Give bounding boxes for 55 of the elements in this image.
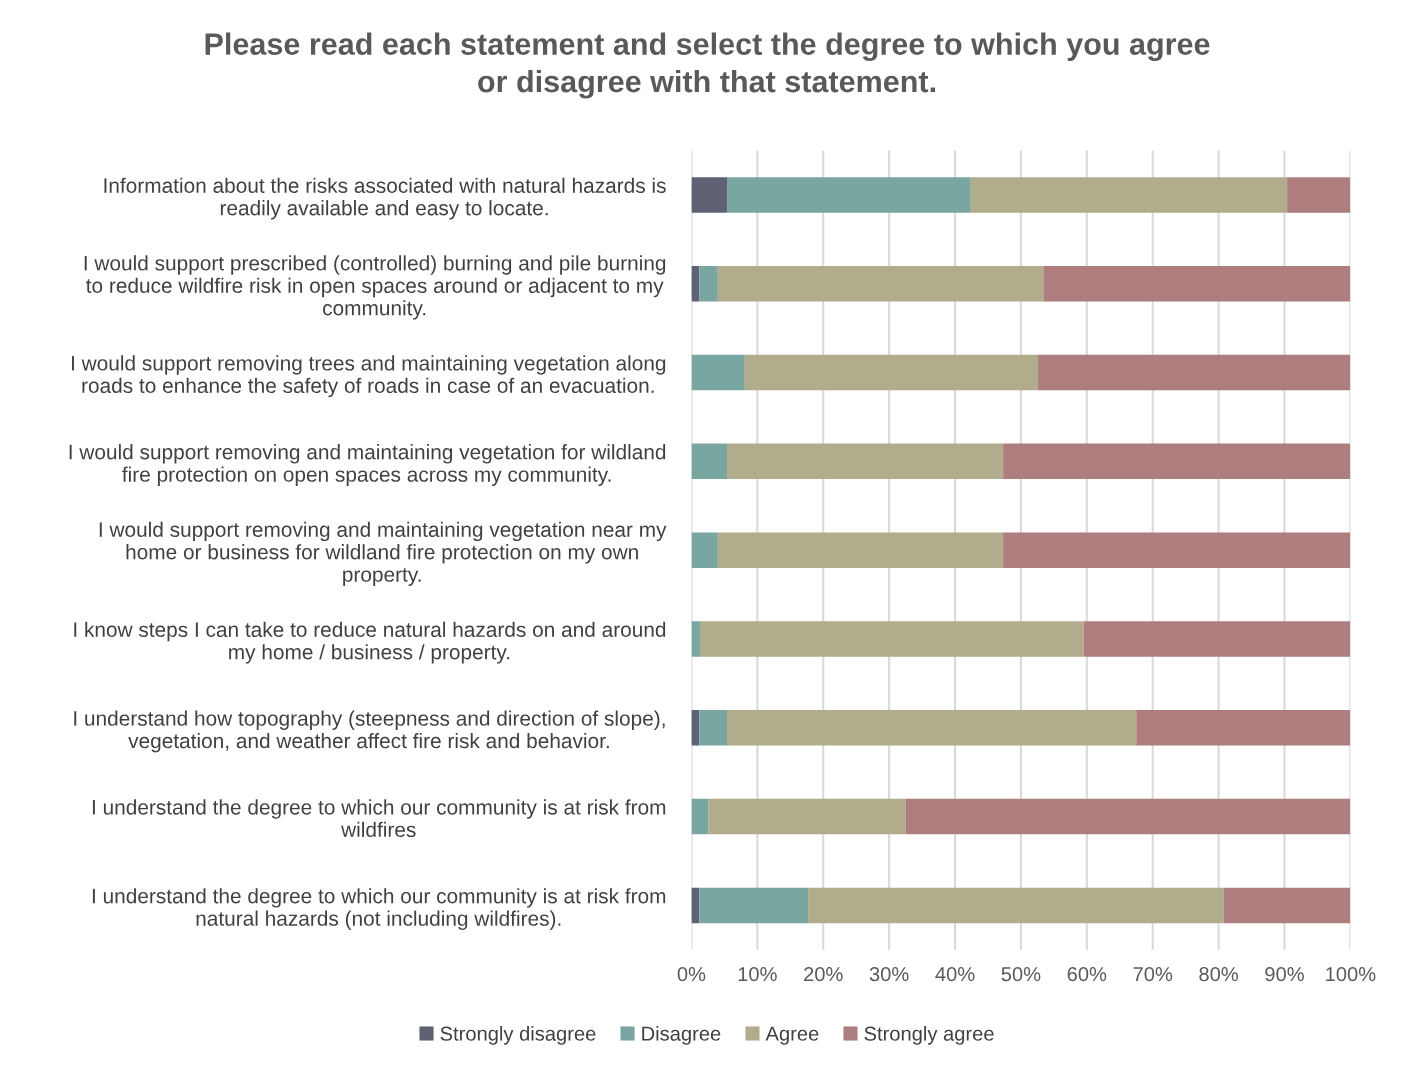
x-tick-label: 0% [677,966,706,982]
x-tick-label: 100% [1326,966,1376,982]
y-tick-label: I understand the degree to which our community is at risk from wildfires [92,799,666,838]
bar [808,887,1224,924]
x-tick-label: 70% [1133,966,1173,982]
bar [691,443,728,480]
bar [691,532,718,568]
bar [708,798,906,835]
legend-label: Disagree [642,1025,721,1045]
bar [691,265,700,302]
bar [699,710,728,746]
x-tick-label: 50% [1001,966,1041,982]
legend-label: Strongly agree [864,1025,994,1045]
bar [1043,265,1351,302]
y-tick-label: I would support removing and maintaining vegetation for wildland fire protection on open spaces across my community. [69,444,666,486]
y-tick-label: I understand the degree to which our community is at risk from natural hazards (not including wildfires). [92,888,666,930]
bar [699,265,718,302]
bar [691,177,728,213]
y-tick-label: I understand how topography (steepness and direction of slope), vegetation, and weather affect fire risk and behavior. [74,710,665,753]
bar [1287,177,1351,213]
legend-label: Strongly disagree [440,1025,596,1045]
bar [699,887,809,924]
bar [691,798,709,835]
y-tick-label: I would support prescribed (controlled) burning and pile burning to reduce wildfire risk in open spaces around or adjacent to my community. [84,255,666,320]
bar [1003,532,1351,568]
bar [1003,443,1351,480]
bar [700,621,1084,657]
bar [1136,710,1351,746]
bar [744,354,1039,391]
y-tick-label: Information about the risks associated with natural hazards is readily available and easy to locate. [104,177,666,220]
bar [727,443,1004,480]
bar [1038,354,1351,391]
bar [1083,621,1351,657]
x-tick-label: 10% [738,966,777,982]
bar [691,710,700,746]
bar [970,177,1288,213]
y-tick-label: I would support removing trees and maintaining vegetation along roads to enhance the safety of roads in case of an evacuation. [71,355,666,398]
bar [727,177,971,213]
bar [691,621,701,657]
bar [1223,887,1351,924]
x-tick-label: 80% [1199,966,1239,982]
bar [717,265,1044,302]
x-tick-label: 90% [1265,966,1304,982]
x-tick-label: 60% [1067,966,1107,982]
bar [727,710,1137,746]
x-tick-label: 30% [869,966,909,982]
chart-title: Please read each statement and select the degree to which you agree or disagree with that statement. [205,32,1210,99]
y-tick-label: I would support removing and maintaining vegetation near my home or business for wildland fire protection on my own property. [99,521,667,586]
y-tick-label: I know steps I can take to reduce natural hazards on and around my home / business / property. [74,621,666,664]
bar [905,798,1351,835]
bar [691,354,745,391]
x-tick-label: 20% [804,966,843,982]
x-tick-label: 40% [935,966,975,982]
bar [717,532,1004,568]
legend-label: Agree [765,1026,819,1045]
